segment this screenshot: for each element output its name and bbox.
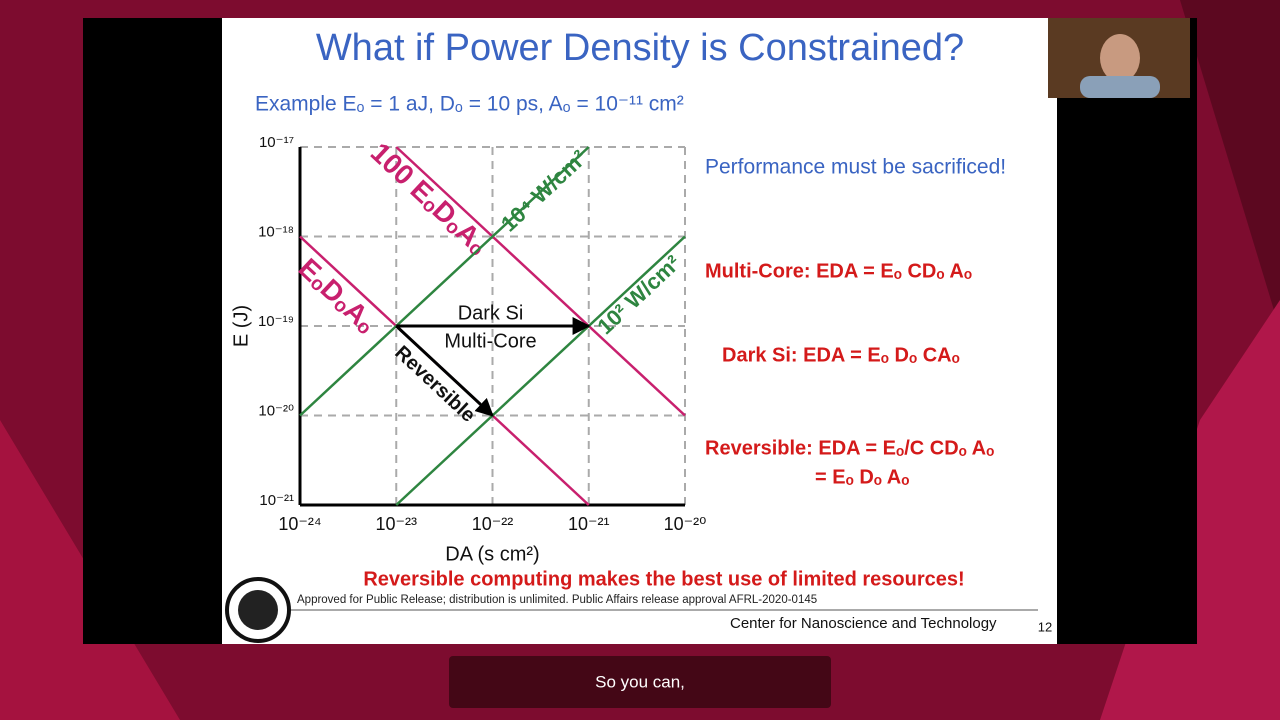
slide-title: What if Power Density is Constrained? (316, 27, 964, 69)
center-name: Center for Nanoscience and Technology (730, 615, 997, 632)
y-tick-label: 10⁻²⁰ (258, 402, 294, 419)
y-tick-label: 10⁻¹⁷ (259, 134, 294, 151)
note: Multi-Core: EDA = Eₒ CDₒ Aₒ (705, 260, 972, 282)
approval: Approved for Public Release; distributio… (297, 594, 817, 606)
x-tick-label: 10⁻²⁴ (278, 514, 321, 534)
annotation-arrow (395, 324, 494, 417)
note: = Eₒ Dₒ Aₒ (815, 466, 909, 488)
x-axis-label: DA (s cm²) (445, 543, 539, 565)
webcam-face (1100, 34, 1140, 82)
series-line (395, 146, 686, 417)
caption-box (449, 656, 831, 708)
slide-example: Example Eₒ = 1 aJ, Dₒ = 10 ps, Aₒ = 10⁻¹… (255, 93, 684, 116)
y-tick-label: 10⁻¹⁹ (258, 313, 294, 330)
annotation-text: Multi-Core (444, 330, 536, 352)
series-line (299, 146, 590, 417)
webcam (1048, 18, 1190, 98)
note: Reversible: EDA = Eₒ/C CDₒ Aₒ (705, 437, 994, 459)
note: Performance must be sacrificed! (705, 156, 1006, 179)
series-line (395, 235, 686, 506)
bg-shape (1180, 0, 1280, 330)
x-tick-label: 10⁻²¹ (568, 514, 610, 534)
x-tick-label: 10⁻²³ (375, 514, 417, 534)
slide (222, 18, 1057, 644)
note: Dark Si: EDA = Eₒ Dₒ CAₒ (722, 344, 960, 366)
headline: Reversible computing makes the best use … (363, 568, 964, 590)
caption: So you can, (595, 672, 685, 691)
page-number: 12 (1038, 619, 1052, 634)
x-tick-label: 10⁻²⁰ (664, 514, 707, 534)
y-tick-label: 10⁻¹⁸ (258, 223, 294, 240)
annotation-text: Dark Si (458, 302, 524, 324)
y-axis-label: E (J) (230, 305, 252, 347)
x-tick-label: 10⁻²² (472, 514, 514, 534)
logo-center (238, 590, 278, 630)
webcam-shirt (1080, 76, 1160, 98)
y-tick-label: 10⁻²¹ (259, 492, 294, 509)
logo (225, 577, 291, 643)
